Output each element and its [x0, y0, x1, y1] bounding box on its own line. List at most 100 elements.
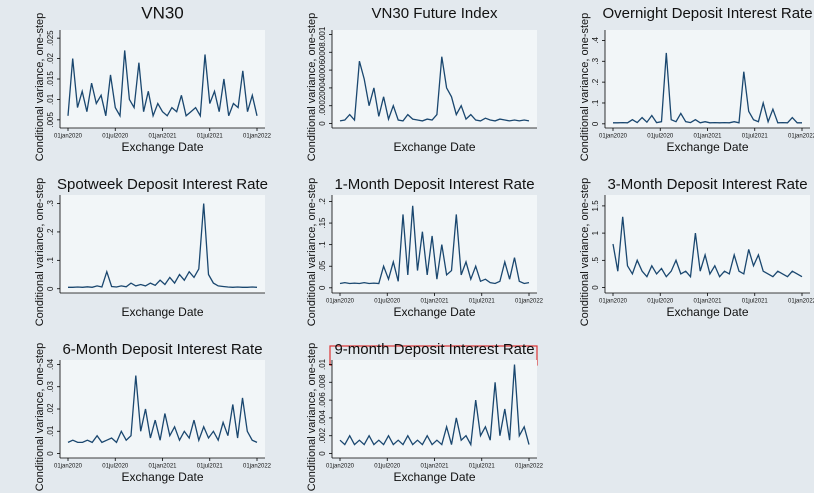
plot-area	[60, 30, 265, 128]
x-tick-label: 01jul2021	[742, 299, 769, 305]
y-tick-label: .3	[46, 200, 55, 207]
y-tick-label: .008	[318, 374, 327, 390]
y-tick-label: .005	[46, 112, 55, 128]
y-tick-label: .04	[46, 358, 55, 370]
x-tick-label: 01jan2020	[54, 134, 83, 140]
x-tick-label: 01jan2021	[693, 299, 722, 305]
series-line	[339, 56, 530, 122]
series-line	[67, 375, 258, 444]
y-tick-label: 1.5	[591, 200, 600, 212]
y-tick-label: 0	[318, 121, 327, 126]
x-tick-label: 01jan2021	[148, 134, 177, 140]
x-tick-label: 01jan2020	[599, 134, 628, 140]
y-tick-label: .1	[318, 241, 327, 248]
y-tick-label: 1	[591, 230, 600, 235]
y-tick-label: .2	[46, 228, 55, 235]
y-tick-label: 0	[591, 121, 600, 126]
y-tick-label: 0	[46, 286, 55, 291]
x-tick-label: 01jul2021	[742, 134, 769, 140]
plot-area	[332, 195, 537, 293]
y-tick-label: .5	[591, 256, 600, 263]
y-tick-label: .02	[46, 52, 55, 64]
x-axis-label: Exchange Date	[666, 305, 748, 319]
x-tick-label: 01jan2021	[148, 464, 177, 470]
chart-title: Spotweek Deposit Interest Rate	[57, 176, 268, 193]
x-tick-label: 01jan2022	[788, 134, 814, 140]
y-tick-label: .03	[46, 381, 55, 393]
x-tick-label: 01jul2020	[102, 134, 129, 140]
x-tick-label: 01jan2022	[243, 464, 272, 470]
y-axis-label: Conditional variance, one-step	[34, 178, 46, 327]
y-tick-label: 0	[318, 285, 327, 290]
x-tick-label: 01jan2022	[515, 464, 544, 470]
chart-title: 3-Month Deposit Interest Rate	[607, 176, 807, 193]
chart-title: 1-Month Deposit Interest Rate	[334, 176, 534, 193]
y-axis-label: Conditional variance, one-step	[579, 178, 591, 327]
x-tick-label: 01jul2020	[374, 299, 401, 305]
x-axis-label: Exchange Date	[121, 140, 203, 154]
y-tick-label: .01	[318, 358, 327, 370]
plot-area	[60, 360, 265, 458]
x-tick-label: 01jan2021	[693, 134, 722, 140]
series-line	[613, 52, 802, 124]
y-tick-label: .01	[46, 425, 55, 437]
y-tick-label: 0	[46, 451, 55, 456]
x-axis-label: Exchange Date	[393, 140, 475, 154]
x-tick-label: 01jul2020	[647, 134, 674, 140]
series-line	[612, 216, 803, 279]
x-tick-label: 01jan2020	[54, 464, 83, 470]
y-tick-label: .02	[46, 403, 55, 415]
series-line	[339, 205, 530, 285]
y-tick-label: .025	[46, 30, 55, 46]
chart-title: VN30	[141, 3, 184, 22]
y-tick-label: .2	[318, 198, 327, 205]
y-tick-label: .0006	[318, 60, 327, 81]
y-tick-label: .002	[318, 427, 327, 443]
x-tick-label: 01jul2020	[374, 464, 401, 470]
plot-area	[605, 195, 810, 293]
x-axis-label: Exchange Date	[121, 470, 203, 484]
plot-area	[332, 30, 537, 128]
x-tick-label: 01jul2020	[647, 299, 674, 305]
y-tick-label: .01	[46, 93, 55, 105]
x-tick-label: 01jan2020	[326, 464, 355, 470]
x-tick-label: 01jul2020	[102, 464, 129, 470]
chart-title: VN30 Future Index	[372, 5, 498, 22]
x-tick-label: 01jul2021	[197, 134, 224, 140]
series-line	[68, 203, 258, 288]
x-tick-label: 01jul2021	[469, 464, 496, 470]
series-line	[339, 364, 530, 447]
y-tick-label: .006	[318, 392, 327, 408]
y-tick-label: .015	[46, 71, 55, 87]
x-tick-label: 01jan2022	[243, 134, 272, 140]
x-axis-label: Exchange Date	[393, 470, 475, 484]
y-tick-label: .0004	[318, 77, 327, 98]
x-tick-label: 01jul2021	[197, 464, 224, 470]
y-axis-label: Conditional variance, one-step	[34, 343, 46, 492]
y-tick-label: .3	[591, 57, 600, 64]
plot-area	[60, 195, 265, 293]
plot-area	[605, 30, 810, 128]
y-axis-label: Conditional variance, one-step	[306, 343, 318, 492]
x-tick-label: 01jan2020	[326, 299, 355, 305]
y-tick-label: .2	[591, 78, 600, 85]
y-axis-label: Conditional variance, one-step	[34, 13, 46, 162]
chart-title: 6-Month Deposit Interest Rate	[62, 341, 262, 358]
y-axis-label: Conditional variance, one-step	[579, 13, 591, 162]
chart-title: 9-month Deposit Interest Rate	[334, 341, 534, 358]
x-tick-label: 01jan2021	[420, 464, 449, 470]
x-tick-label: 01jan2022	[788, 299, 814, 305]
x-axis-label: Exchange Date	[121, 305, 203, 319]
y-tick-label: .15	[318, 217, 327, 229]
x-tick-label: 01jan2020	[599, 299, 628, 305]
x-tick-label: 01jan2022	[515, 299, 544, 305]
y-tick-label: .0002	[318, 95, 327, 116]
x-axis-label: Exchange Date	[393, 305, 475, 319]
y-tick-label: .05	[318, 260, 327, 272]
y-tick-label: 0	[318, 451, 327, 456]
y-tick-label: .004	[318, 410, 327, 426]
y-tick-label: .1	[591, 99, 600, 106]
chart-title: Overnight Deposit Interest Rate	[602, 5, 812, 22]
y-axis-label: Conditional variance, one-step	[306, 13, 318, 162]
